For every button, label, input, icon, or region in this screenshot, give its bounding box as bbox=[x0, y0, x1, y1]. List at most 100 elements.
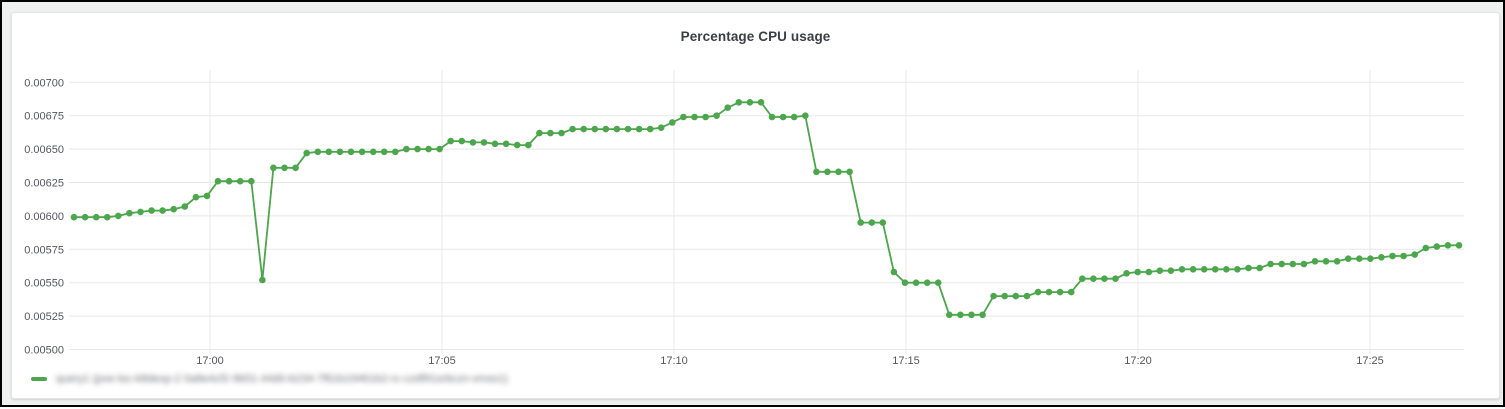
data-point bbox=[1189, 266, 1197, 273]
data-point bbox=[1123, 270, 1130, 277]
data-point bbox=[1278, 260, 1285, 268]
data-point bbox=[1145, 268, 1153, 276]
data-point bbox=[115, 212, 122, 220]
data-point bbox=[248, 177, 255, 185]
data-point bbox=[912, 279, 920, 287]
legend-series-label[interactable]: query1 (pve-loc-k8dexp-2 0a8e4cf2-9b51-4… bbox=[56, 373, 508, 385]
data-point bbox=[1356, 255, 1363, 262]
y-tick-label: 0.00700 bbox=[24, 77, 64, 89]
data-point bbox=[735, 99, 743, 106]
legend-series-marker[interactable] bbox=[31, 377, 47, 381]
data-point bbox=[336, 148, 344, 156]
data-point bbox=[525, 141, 532, 149]
data-point bbox=[536, 129, 543, 137]
y-tick-label: 0.00500 bbox=[24, 345, 64, 357]
x-tick-label: 17:20 bbox=[1124, 355, 1152, 367]
data-point bbox=[857, 219, 864, 226]
data-point bbox=[1134, 268, 1141, 276]
data-point bbox=[1178, 266, 1186, 273]
data-point bbox=[646, 125, 654, 133]
data-point bbox=[181, 203, 189, 210]
data-point bbox=[469, 139, 477, 146]
data-point bbox=[126, 209, 133, 217]
data-point bbox=[635, 125, 643, 133]
data-point bbox=[746, 99, 754, 106]
data-point bbox=[325, 148, 333, 156]
data-point bbox=[957, 311, 964, 319]
data-point bbox=[270, 164, 277, 172]
data-point bbox=[1300, 260, 1308, 268]
data-point bbox=[225, 177, 233, 185]
data-point bbox=[292, 164, 299, 172]
x-tick-label: 17:10 bbox=[660, 355, 688, 367]
data-point bbox=[92, 213, 100, 221]
data-point bbox=[1079, 275, 1086, 283]
data-point bbox=[1256, 264, 1263, 272]
data-point bbox=[203, 192, 211, 200]
data-point bbox=[1322, 258, 1330, 265]
data-point bbox=[934, 279, 942, 287]
data-point bbox=[491, 140, 499, 148]
data-point bbox=[1012, 292, 1020, 300]
data-point bbox=[458, 137, 466, 145]
data-point bbox=[1422, 244, 1430, 252]
data-point bbox=[170, 205, 177, 213]
data-point bbox=[1311, 258, 1319, 265]
data-point bbox=[369, 148, 377, 156]
data-point bbox=[846, 168, 853, 176]
data-point bbox=[70, 213, 78, 221]
data-point bbox=[1433, 243, 1441, 250]
data-point bbox=[281, 164, 288, 172]
data-point bbox=[358, 148, 366, 156]
data-point bbox=[425, 145, 432, 153]
y-tick-label: 0.00650 bbox=[24, 144, 64, 156]
data-point bbox=[680, 113, 687, 121]
grafana-panel: Percentage CPU usage bbox=[11, 12, 1500, 399]
data-point bbox=[1389, 252, 1396, 260]
data-point bbox=[103, 213, 111, 221]
x-tick-label: 17:00 bbox=[196, 355, 224, 367]
data-point bbox=[1090, 275, 1097, 283]
data-point bbox=[1245, 264, 1252, 272]
data-point bbox=[1378, 254, 1385, 261]
legend: query1 (pve-loc-k8dexp-2 0a8e4cf2-9b51-4… bbox=[31, 373, 508, 385]
panel-header: Percentage CPU usage bbox=[12, 25, 1499, 47]
data-point bbox=[214, 177, 222, 185]
data-point bbox=[1367, 255, 1374, 262]
data-point bbox=[303, 149, 311, 157]
data-point bbox=[624, 125, 632, 133]
data-point bbox=[868, 219, 876, 226]
data-point bbox=[790, 113, 798, 121]
data-point bbox=[580, 125, 587, 133]
data-point bbox=[347, 148, 355, 156]
data-point bbox=[835, 168, 842, 176]
data-point bbox=[1167, 267, 1175, 275]
data-point bbox=[1200, 266, 1208, 273]
data-point bbox=[901, 279, 909, 287]
y-tick-label: 0.00575 bbox=[24, 244, 64, 256]
plot-area[interactable] bbox=[69, 70, 1464, 354]
data-point bbox=[259, 276, 266, 284]
y-tick-label: 0.00550 bbox=[24, 278, 64, 290]
y-tick-label: 0.00600 bbox=[24, 211, 64, 223]
data-point bbox=[724, 104, 731, 111]
data-point bbox=[923, 279, 931, 287]
data-point bbox=[802, 112, 809, 119]
data-point bbox=[436, 145, 443, 153]
data-point bbox=[159, 207, 166, 214]
data-point bbox=[1067, 288, 1075, 296]
data-point bbox=[1267, 260, 1274, 268]
data-point bbox=[380, 148, 388, 156]
x-tick-label: 17:25 bbox=[1356, 355, 1384, 367]
data-point bbox=[502, 140, 510, 148]
data-point bbox=[669, 119, 676, 126]
data-point bbox=[558, 129, 565, 137]
data-point bbox=[1112, 275, 1119, 283]
data-point bbox=[1289, 260, 1297, 268]
data-point bbox=[1056, 288, 1064, 296]
panel-title[interactable]: Percentage CPU usage bbox=[680, 28, 831, 44]
data-point bbox=[314, 148, 322, 156]
data-point bbox=[1234, 266, 1241, 273]
